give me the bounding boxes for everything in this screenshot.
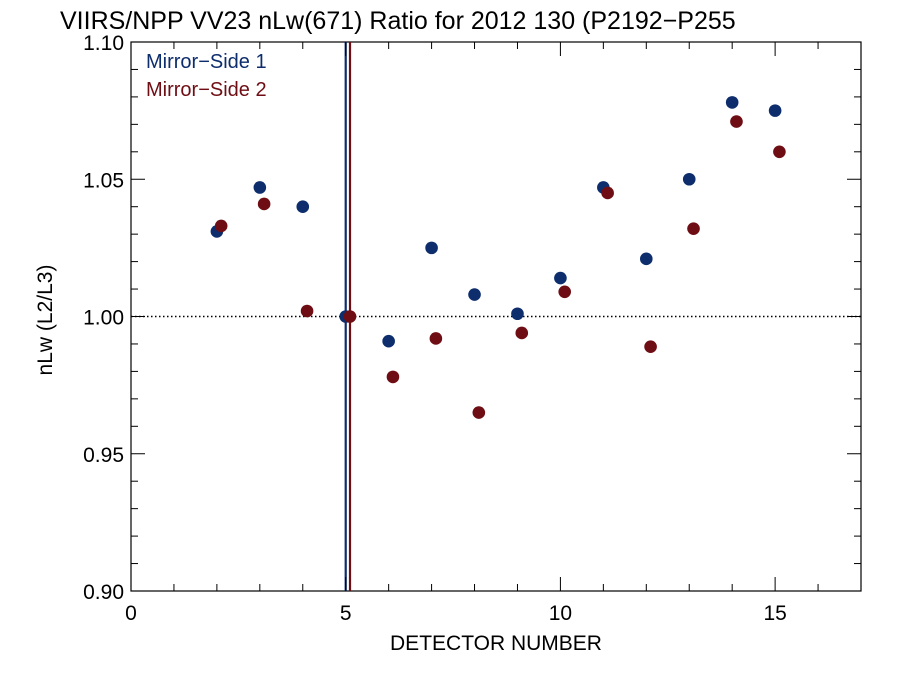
axis-ticks-group bbox=[130, 41, 862, 592]
y-tick-label: 1.00 bbox=[83, 307, 124, 330]
data-point-series-2 bbox=[386, 370, 400, 384]
data-point-series-2 bbox=[300, 304, 314, 318]
data-point-series-1 bbox=[468, 288, 481, 301]
data-point-series-2 bbox=[601, 186, 614, 200]
chart-title: VIIRS/NPP VV23 nLw(671) Ratio for 2012 1… bbox=[60, 7, 736, 35]
data-point-series-1 bbox=[382, 334, 395, 348]
x-tick-label: 5 bbox=[340, 602, 352, 625]
data-point-series-1 bbox=[639, 252, 653, 266]
data-points-group bbox=[210, 96, 786, 419]
data-point-series-1 bbox=[682, 172, 696, 186]
y-tick-label: 1.10 bbox=[83, 32, 124, 55]
data-point-series-1 bbox=[554, 271, 567, 285]
data-point-series-1 bbox=[725, 96, 739, 109]
plot-frame-group bbox=[130, 41, 862, 592]
legend-entry-mirror-side-2: Mirror−Side 2 bbox=[146, 79, 267, 101]
data-point-series-2 bbox=[730, 115, 743, 128]
data-point-series-2 bbox=[687, 222, 700, 235]
data-point-series-2 bbox=[773, 145, 786, 159]
data-point-series-1 bbox=[768, 104, 782, 117]
data-point-series-2 bbox=[343, 310, 357, 323]
data-point-series-2 bbox=[429, 332, 443, 345]
data-point-series-2 bbox=[515, 326, 529, 340]
data-point-series-2 bbox=[214, 219, 228, 233]
y-tick-label: 0.95 bbox=[83, 444, 124, 467]
data-point-series-1 bbox=[253, 181, 267, 194]
legend-entry-mirror-side-1: Mirror−Side 1 bbox=[146, 51, 267, 73]
data-point-series-1 bbox=[425, 241, 438, 255]
data-point-series-2 bbox=[558, 285, 572, 299]
data-point-series-1 bbox=[511, 307, 524, 321]
data-point-series-1 bbox=[296, 200, 310, 213]
y-tick-label: 1.05 bbox=[83, 169, 124, 192]
data-point-series-2 bbox=[257, 197, 271, 211]
x-tick-label: 0 bbox=[125, 602, 137, 625]
x-tick-label: 15 bbox=[763, 602, 786, 625]
x-axis-label: DETECTOR NUMBER bbox=[390, 632, 602, 655]
data-point-series-2 bbox=[644, 340, 657, 353]
tick-labels-group: 0 5 10 15 0.90 0.95 1.00 1.05 1.10 bbox=[83, 32, 787, 625]
data-point-series-2 bbox=[472, 406, 486, 419]
y-tick-label: 0.90 bbox=[83, 581, 124, 604]
y-axis-label: nLw (L2/L3) bbox=[34, 265, 57, 376]
x-tick-label: 10 bbox=[549, 602, 572, 625]
